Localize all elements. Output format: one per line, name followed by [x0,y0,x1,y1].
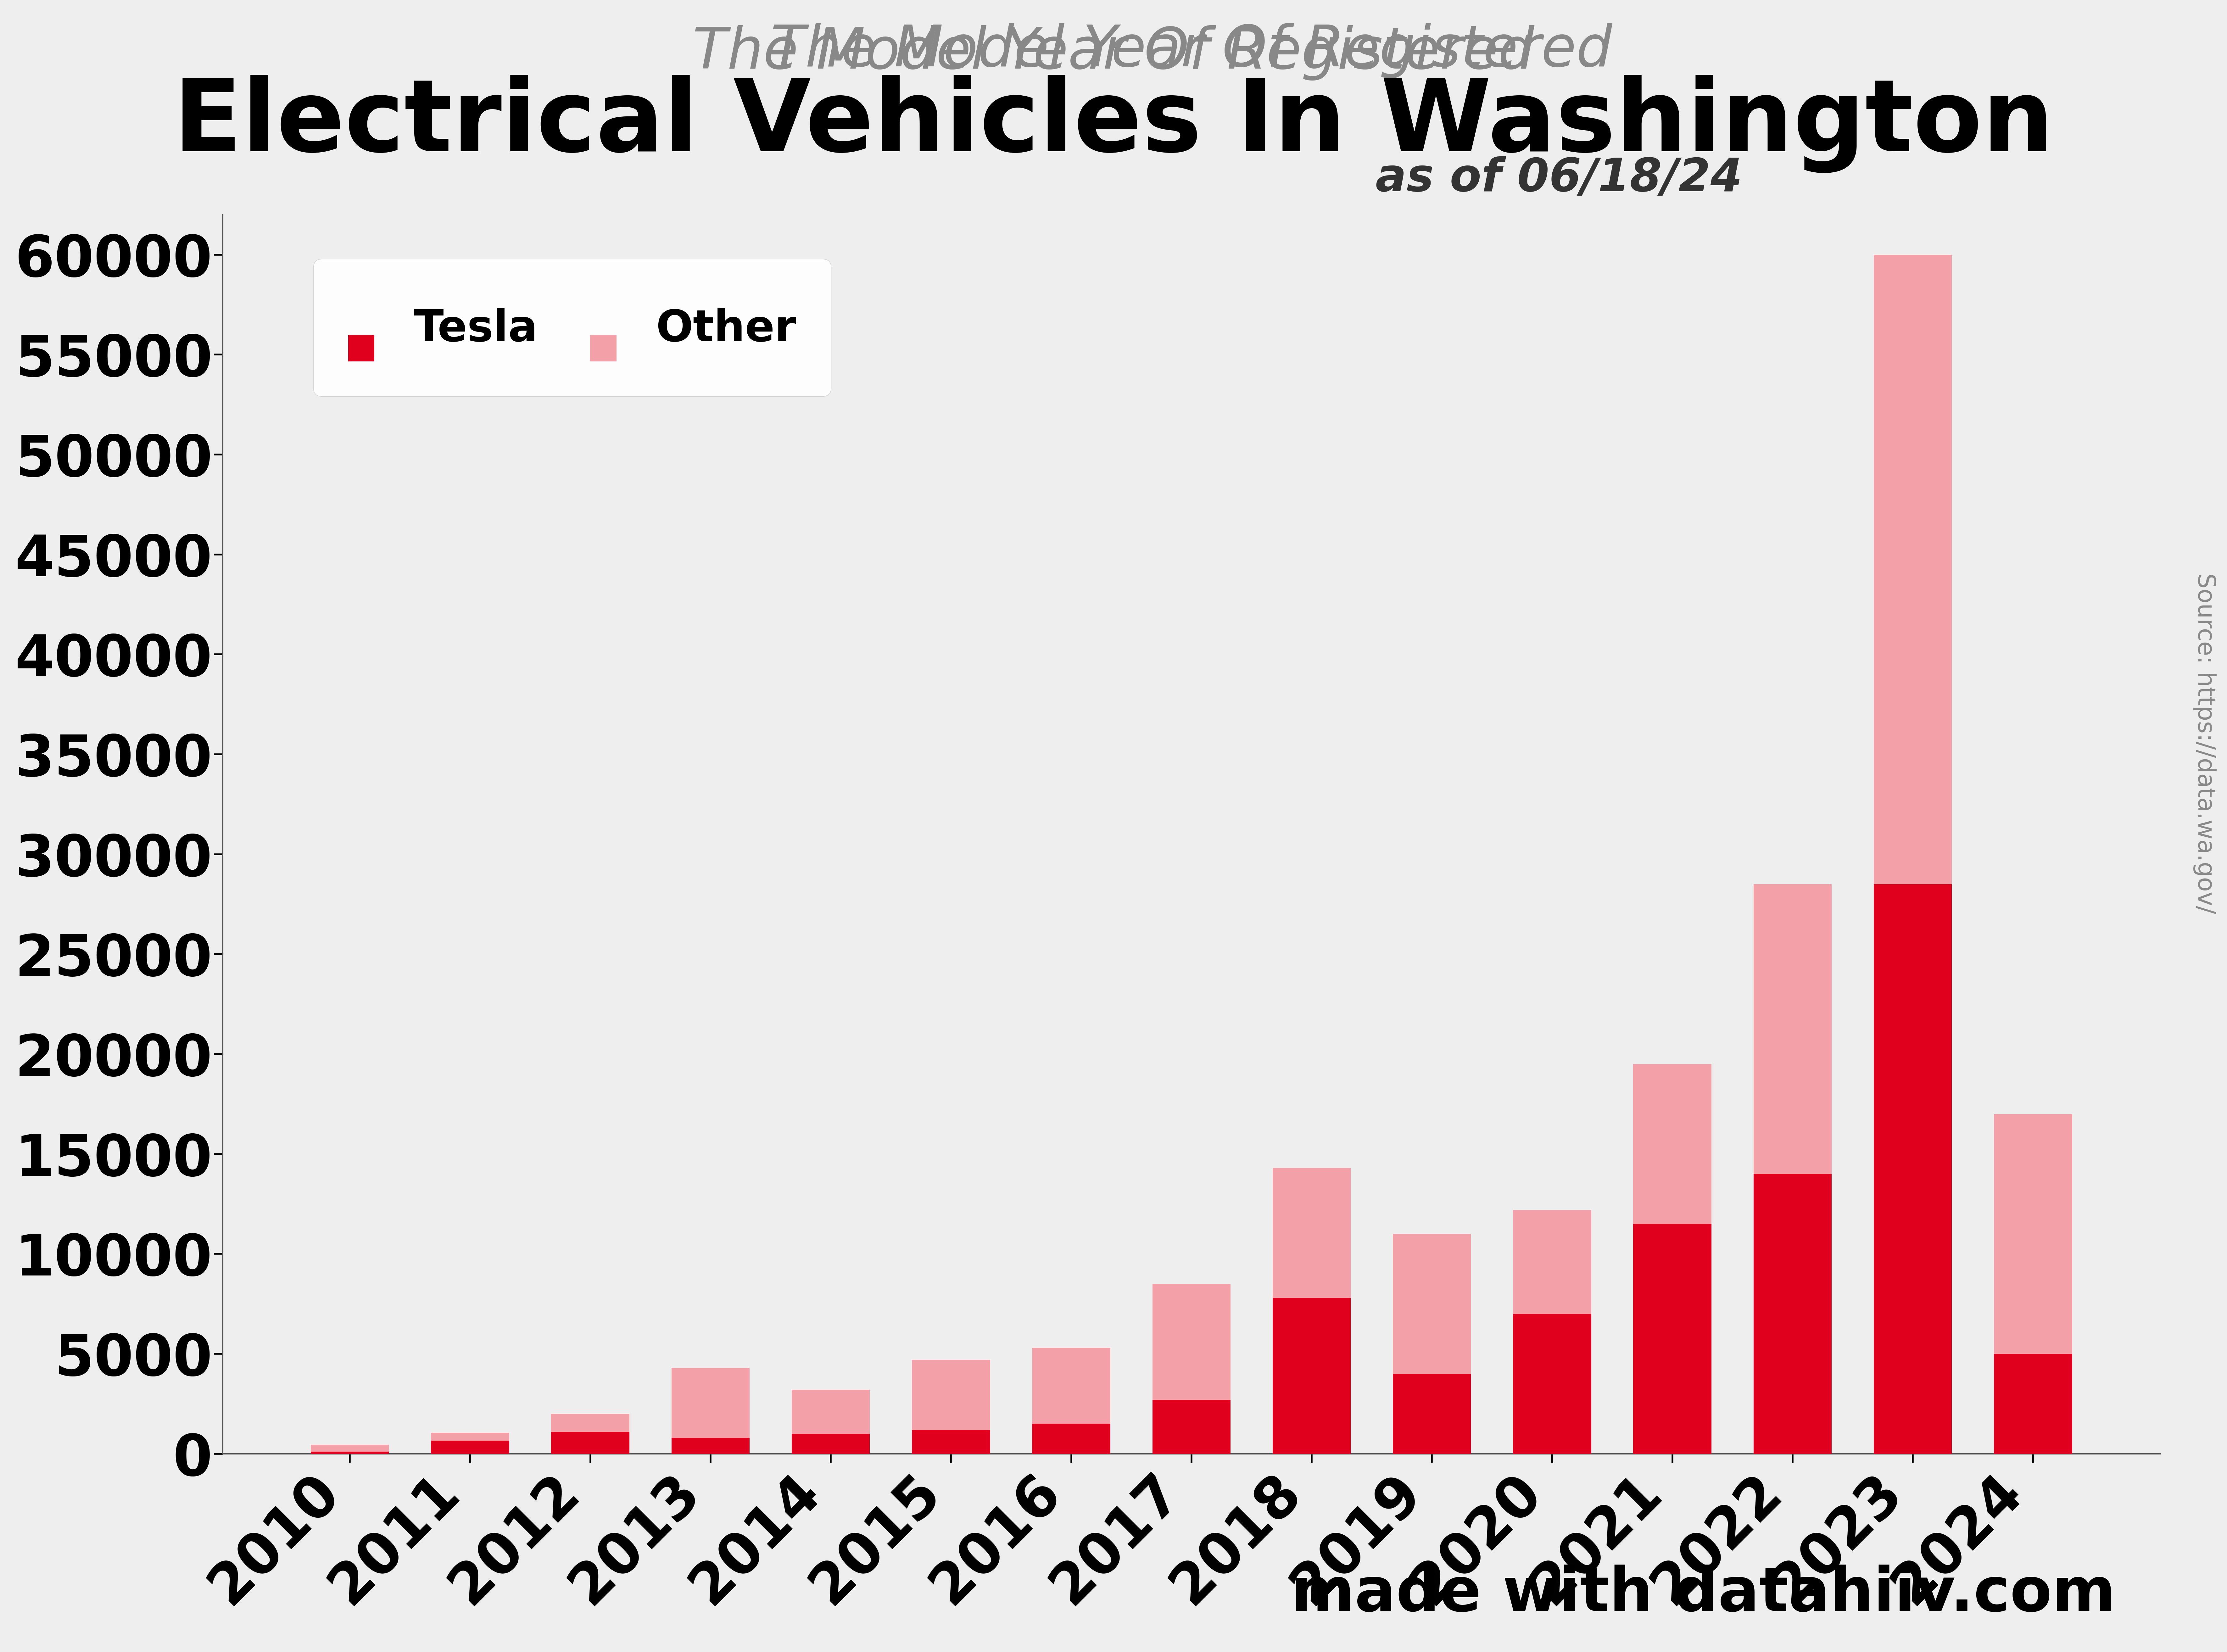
Bar [1031,1348,1111,1454]
Bar [432,1432,510,1454]
Bar [552,1432,630,1454]
Bar [1392,1234,1472,1454]
Bar [1753,1175,1831,1454]
Text: The Model Year Of Registered: The Model Year Of Registered [693,25,1534,81]
Bar [312,1446,390,1454]
Legend: Tesla, Other: Tesla, Other [314,259,831,396]
Bar [1512,1313,1592,1454]
Bar [432,1441,510,1454]
Bar [1993,1113,2071,1454]
Bar [1753,884,1831,1454]
Bar [673,1437,750,1454]
Bar [673,1368,750,1454]
Text: Source: https://data.wa.gov/: Source: https://data.wa.gov/ [2194,573,2216,914]
Bar [312,1452,390,1454]
Bar [1873,254,1951,1454]
Bar [552,1414,630,1454]
Bar [1873,884,1951,1454]
Bar [1632,1224,1710,1454]
Text: made with datahiiv.com: made with datahiiv.com [1292,1564,2116,1624]
Bar [1993,1355,2071,1454]
Title: The Model Year Of Registered: The Model Year Of Registered [771,23,1612,78]
Bar [1272,1168,1352,1454]
Bar [911,1360,991,1454]
Bar [791,1389,871,1454]
Bar [1632,1064,1710,1454]
Bar [1272,1298,1352,1454]
Text: Electrical Vehicles In Washington: Electrical Vehicles In Washington [174,74,2053,173]
Bar [1512,1209,1592,1454]
Bar [1151,1284,1232,1454]
Bar [911,1429,991,1454]
Bar [1392,1374,1472,1454]
Text: as of 06/18/24: as of 06/18/24 [1376,157,1742,200]
Bar [1031,1424,1111,1454]
Bar [791,1434,871,1454]
Bar [1151,1399,1232,1454]
